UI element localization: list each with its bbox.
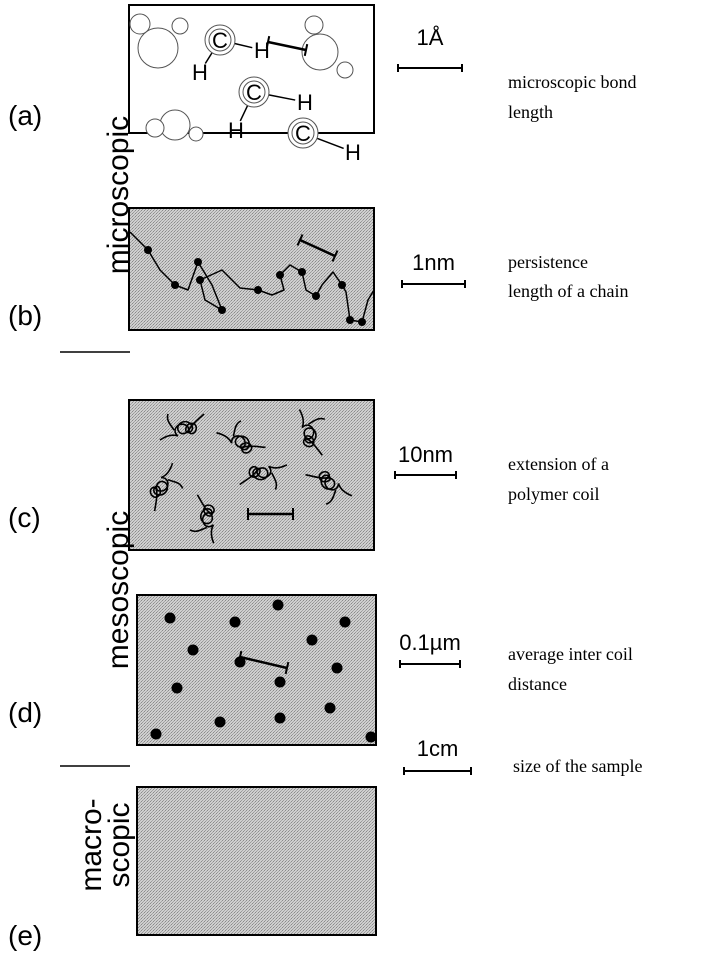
monomer — [358, 318, 366, 326]
monomer — [171, 281, 179, 289]
panel-label: (e) — [8, 920, 42, 951]
bond — [268, 94, 296, 101]
length-marker-cap — [296, 234, 304, 246]
coil-center — [164, 612, 176, 624]
panel-label: (a) — [8, 100, 42, 131]
carbon-ring — [208, 28, 232, 52]
atom-label: C — [212, 28, 228, 53]
molecule-atom — [336, 61, 354, 79]
monomer — [312, 292, 320, 300]
monomer — [144, 246, 152, 254]
molecule-atom — [129, 13, 151, 35]
atom-label: C — [295, 121, 311, 146]
bond — [239, 105, 249, 122]
atom-label: H — [192, 60, 208, 85]
scale-label: 10nm — [398, 442, 453, 467]
coil-center — [171, 682, 183, 694]
scale-label: 1Å — [417, 25, 444, 50]
description: length — [508, 102, 553, 122]
scale-group-label: mesoscopic — [102, 511, 135, 669]
molecule-atom — [159, 109, 191, 141]
coil-center — [274, 676, 286, 688]
coil-center — [331, 662, 343, 674]
description: distance — [508, 674, 567, 694]
polymer-coil — [149, 462, 184, 512]
polymer-coil — [239, 464, 288, 490]
coil-center — [339, 616, 351, 628]
description: length of a chain — [508, 281, 628, 301]
molecule-atom — [301, 33, 339, 71]
description: microscopic bond — [508, 72, 636, 92]
monomer — [194, 258, 202, 266]
polymer-coil — [298, 409, 326, 456]
carbon-ring — [291, 121, 315, 145]
monomer — [254, 286, 262, 294]
monomer — [298, 268, 306, 276]
molecule-atom — [304, 15, 324, 35]
length-marker — [299, 238, 336, 258]
molecule-atom — [188, 126, 204, 142]
panel-label: (d) — [8, 697, 42, 728]
coil-center — [272, 599, 284, 611]
polymer-coil — [159, 413, 205, 441]
length-marker — [267, 40, 307, 52]
coil-center — [234, 656, 246, 668]
length-marker-cap — [303, 43, 309, 57]
length-marker-cap — [284, 661, 290, 675]
description: average inter coil — [508, 644, 633, 664]
bond — [234, 42, 253, 49]
scale-label: 1cm — [417, 736, 459, 761]
coil-center — [324, 702, 336, 714]
scale-group-label: macro- — [75, 798, 108, 891]
length-marker-cap — [237, 650, 243, 664]
length-marker-cap — [331, 250, 339, 262]
coil-center — [229, 616, 241, 628]
description: polymer coil — [508, 484, 599, 504]
polymer-coil — [305, 470, 353, 505]
bond — [204, 52, 213, 64]
scale-label: 1nm — [412, 250, 455, 275]
polymer-coil — [216, 420, 266, 454]
scale-group-label: scopic — [103, 802, 136, 887]
scale-group-label: microscopic — [102, 116, 135, 274]
polymer-chain — [129, 231, 375, 323]
coil-center — [306, 634, 318, 646]
atom-label: C — [246, 80, 262, 105]
description: size of the sample — [513, 756, 642, 776]
molecule-atom — [145, 118, 165, 138]
monomer — [346, 316, 354, 324]
molecule-atom — [171, 17, 189, 35]
panel-box — [136, 786, 377, 936]
atom-label: H — [228, 118, 244, 143]
bond — [316, 137, 344, 150]
atom-label: H — [345, 140, 361, 165]
panel-label: (b) — [8, 300, 42, 331]
description: extension of a — [508, 454, 609, 474]
monomer — [218, 306, 226, 314]
coil-center — [365, 731, 377, 743]
coil-center — [150, 728, 162, 740]
monomer — [338, 281, 346, 289]
length-marker-cap — [265, 35, 271, 49]
panel-box — [128, 4, 375, 134]
carbon-ring — [242, 80, 266, 104]
panel-label: (c) — [8, 502, 41, 533]
length-marker — [239, 655, 288, 670]
atom-label: H — [254, 38, 270, 63]
monomer — [196, 276, 204, 284]
description: persistence — [508, 252, 588, 272]
molecule-atom — [137, 27, 179, 69]
monomer — [276, 271, 284, 279]
polymer-coil — [189, 494, 215, 544]
panel-box — [128, 207, 375, 331]
coil-center — [214, 716, 226, 728]
coil-center — [274, 712, 286, 724]
scale-label: 0.1µm — [399, 630, 461, 655]
coil-center — [187, 644, 199, 656]
atom-label: H — [297, 90, 313, 115]
